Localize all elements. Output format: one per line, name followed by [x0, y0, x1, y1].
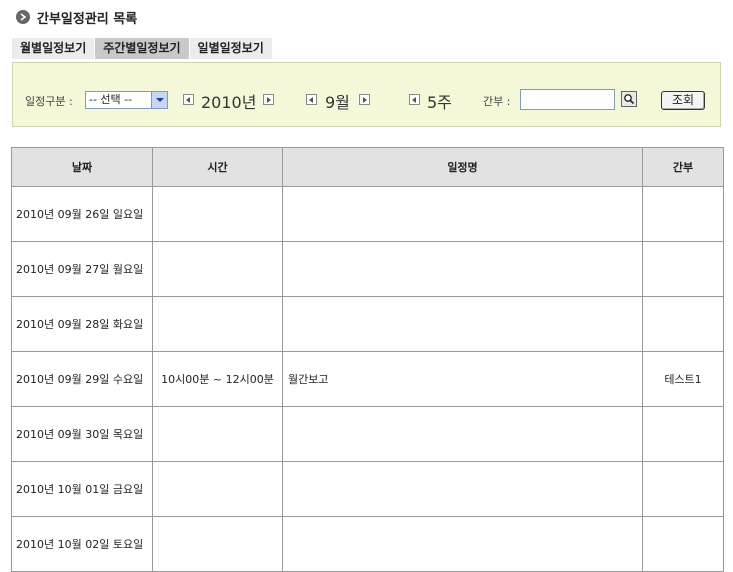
- table-row: 2010년 10월 02일 토요일: [11, 516, 724, 572]
- cell-title: [282, 516, 643, 572]
- year-next-button[interactable]: [263, 94, 274, 105]
- table-row: 2010년 09월 27일 월요일: [11, 241, 724, 297]
- table-row: 2010년 10월 01일 금요일: [11, 461, 724, 517]
- cell-date: 2010년 09월 29일 수요일: [11, 351, 153, 407]
- cell-person: [642, 296, 724, 352]
- year-value: 2010년: [201, 93, 257, 112]
- week-value: 5주: [427, 93, 452, 112]
- cell-person: [642, 461, 724, 517]
- month-prev-button[interactable]: [306, 94, 317, 105]
- cell-date: 2010년 09월 30일 목요일: [11, 406, 153, 462]
- cell-date: 2010년 09월 26일 일요일: [11, 186, 153, 242]
- column-header-time: 시간: [152, 147, 283, 187]
- search-button[interactable]: 조회: [661, 91, 705, 110]
- column-header-person: 간부: [642, 147, 724, 187]
- tab-daily-view[interactable]: 일별일정보기: [189, 38, 272, 59]
- table-row: 2010년 09월 28일 화요일: [11, 296, 724, 352]
- cell-time: [152, 241, 283, 297]
- cell-time: [152, 461, 283, 517]
- tab-weekly-view[interactable]: 주간별일정보기: [95, 38, 189, 59]
- cell-person: [642, 406, 724, 462]
- year-prev-button[interactable]: [183, 94, 194, 105]
- cell-date: 2010년 10월 02일 토요일: [11, 516, 153, 572]
- cell-person: [642, 241, 724, 297]
- filter-panel: 일정구분 : -- 선택 -- 2010년 9월 5주 간부 : 조회: [12, 62, 721, 127]
- table-row: 2010년 09월 26일 일요일: [11, 186, 724, 242]
- cell-person: [642, 516, 724, 572]
- cell-time: 10시00분 ~ 12시00분: [152, 351, 283, 407]
- cell-person: [642, 186, 724, 242]
- cell-title: [282, 296, 643, 352]
- week-prev-button[interactable]: [409, 94, 420, 105]
- category-label: 일정구분 :: [25, 95, 73, 108]
- month-next-button[interactable]: [359, 94, 370, 105]
- cell-title: [282, 186, 643, 242]
- cell-title: [282, 241, 643, 297]
- cell-time: [152, 516, 283, 572]
- chevron-down-icon[interactable]: [151, 92, 167, 108]
- category-select[interactable]: -- 선택 --: [85, 91, 168, 109]
- cell-date: 2010년 09월 28일 화요일: [11, 296, 153, 352]
- schedule-table: 날짜 시간 일정명 간부 2010년 09월 26일 일요일 2010년 09월…: [11, 147, 724, 572]
- page-title: 간부일정관리 목록: [37, 11, 138, 27]
- cell-title: [282, 406, 643, 462]
- table-row: 2010년 09월 30일 목요일: [11, 406, 724, 462]
- cell-time: [152, 406, 283, 462]
- cell-date: 2010년 10월 01일 금요일: [11, 461, 153, 517]
- cell-person: 테스트1: [642, 351, 724, 407]
- cell-title[interactable]: 월간보고: [282, 351, 643, 407]
- month-value: 9월: [325, 93, 350, 112]
- cell-time: [152, 296, 283, 352]
- person-label: 간부 :: [483, 95, 511, 108]
- tab-monthly-view[interactable]: 월별일정보기: [12, 38, 95, 59]
- view-tabs: 월별일정보기 주간별일정보기 일별일정보기: [12, 38, 273, 59]
- page-header: 간부일정관리 목록: [16, 8, 138, 27]
- person-input[interactable]: [520, 89, 615, 110]
- search-icon[interactable]: [621, 91, 637, 107]
- table-row: 2010년 09월 29일 수요일 10시00분 ~ 12시00분 월간보고 테…: [11, 351, 724, 407]
- chevron-right-circle-icon: [16, 10, 30, 24]
- column-header-date: 날짜: [11, 147, 153, 187]
- column-header-title: 일정명: [282, 147, 643, 187]
- cell-date: 2010년 09월 27일 월요일: [11, 241, 153, 297]
- cell-title: [282, 461, 643, 517]
- table-header-row: 날짜 시간 일정명 간부: [11, 147, 724, 187]
- cell-time: [152, 186, 283, 242]
- category-selected-value: -- 선택 --: [89, 93, 133, 106]
